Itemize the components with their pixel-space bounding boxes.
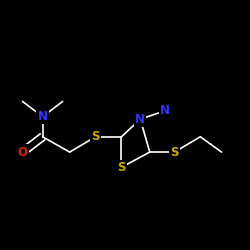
Text: N: N — [160, 104, 170, 117]
Text: N: N — [135, 112, 145, 126]
Text: N: N — [38, 110, 48, 123]
Text: O: O — [18, 146, 28, 158]
Text: S: S — [91, 130, 100, 143]
Text: S: S — [170, 146, 179, 158]
Text: S: S — [117, 161, 126, 174]
